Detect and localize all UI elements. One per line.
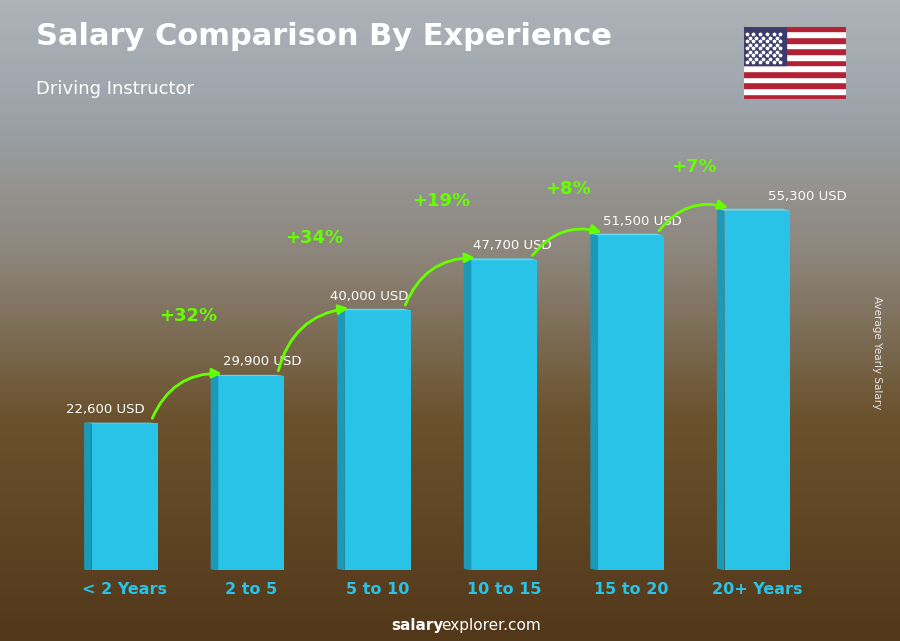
Text: 22,600 USD: 22,600 USD — [67, 403, 145, 415]
Text: Driving Instructor: Driving Instructor — [36, 80, 194, 98]
Text: 47,700 USD: 47,700 USD — [472, 240, 552, 253]
Text: 51,500 USD: 51,500 USD — [603, 215, 682, 228]
FancyBboxPatch shape — [218, 376, 284, 570]
FancyBboxPatch shape — [724, 211, 790, 570]
Bar — [742, 60, 846, 65]
Polygon shape — [338, 309, 345, 570]
Bar — [742, 37, 846, 43]
Bar — [742, 88, 846, 94]
Text: Salary Comparison By Experience: Salary Comparison By Experience — [36, 22, 612, 51]
FancyBboxPatch shape — [345, 310, 410, 570]
Bar — [742, 82, 846, 88]
Polygon shape — [338, 309, 410, 310]
Text: +7%: +7% — [671, 158, 717, 176]
Polygon shape — [464, 258, 537, 260]
FancyBboxPatch shape — [472, 260, 537, 570]
Bar — [742, 26, 846, 31]
Polygon shape — [464, 258, 472, 570]
Text: 55,300 USD: 55,300 USD — [768, 190, 846, 203]
Text: Average Yearly Salary: Average Yearly Salary — [872, 296, 883, 409]
Polygon shape — [211, 375, 284, 376]
Bar — [742, 94, 846, 99]
Bar — [742, 65, 846, 71]
Text: +34%: +34% — [285, 229, 344, 247]
FancyBboxPatch shape — [92, 424, 158, 570]
Text: +32%: +32% — [158, 307, 217, 325]
Text: +19%: +19% — [412, 192, 470, 210]
Text: +8%: +8% — [544, 179, 590, 198]
Bar — [742, 54, 846, 60]
Polygon shape — [717, 209, 790, 211]
Bar — [742, 31, 846, 37]
Polygon shape — [211, 375, 218, 570]
Bar — [742, 48, 846, 54]
Polygon shape — [717, 209, 725, 570]
Text: 29,900 USD: 29,900 USD — [223, 355, 302, 368]
Polygon shape — [84, 422, 158, 424]
Bar — [742, 26, 786, 65]
Polygon shape — [84, 422, 92, 570]
FancyBboxPatch shape — [598, 235, 664, 570]
Polygon shape — [590, 233, 598, 570]
Polygon shape — [590, 233, 664, 235]
Text: salary: salary — [392, 619, 444, 633]
Bar — [742, 43, 846, 48]
Bar — [742, 77, 846, 82]
Text: 40,000 USD: 40,000 USD — [329, 290, 408, 303]
Bar — [742, 71, 846, 77]
Text: explorer.com: explorer.com — [441, 619, 541, 633]
